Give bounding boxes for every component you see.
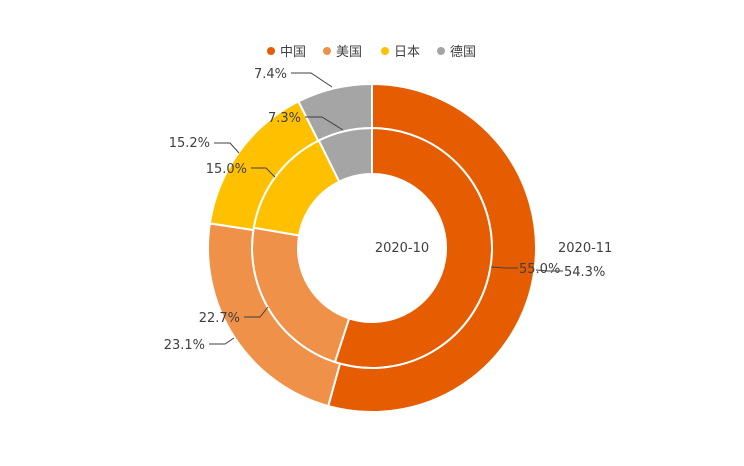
data-label: 23.1%: [164, 338, 205, 353]
data-label: 15.0%: [206, 162, 247, 177]
data-label: 7.4%: [254, 67, 287, 82]
legend-marker: [323, 47, 331, 55]
legend-label: 德国: [450, 45, 476, 60]
leader-line: [209, 337, 235, 345]
series-name-outer: 2020-11: [558, 241, 612, 256]
leader-line: [214, 142, 240, 154]
data-label: 54.3%: [564, 265, 605, 280]
slice-1-3: [297, 82, 373, 143]
data-label: 15.2%: [169, 136, 210, 151]
series-name-inner: 2020-10: [375, 241, 429, 256]
leader-line: [535, 269, 563, 272]
leader-line: [490, 266, 518, 269]
slice-1-0: [326, 82, 537, 413]
legend: 中国 美国 日本 德国: [267, 45, 476, 60]
data-label: 7.3%: [268, 111, 301, 126]
leader-line: [244, 306, 269, 318]
legend-label: 美国: [336, 45, 362, 60]
rings: [207, 82, 537, 413]
data-label: 22.7%: [199, 311, 240, 326]
legend-label: 中国: [280, 45, 306, 60]
data-labels: 55.0% 22.7% 15.0% 7.3% 54.3% 23.1% 15.2% 7.4%: [164, 67, 606, 353]
data-label: 55.0%: [519, 262, 560, 277]
legend-marker: [267, 47, 275, 55]
leader-line: [305, 116, 344, 131]
leader-line: [291, 72, 333, 88]
legend-marker: [381, 47, 389, 55]
leader-line: [251, 167, 276, 178]
legend-marker: [437, 47, 445, 55]
legend-label: 日本: [394, 45, 420, 60]
